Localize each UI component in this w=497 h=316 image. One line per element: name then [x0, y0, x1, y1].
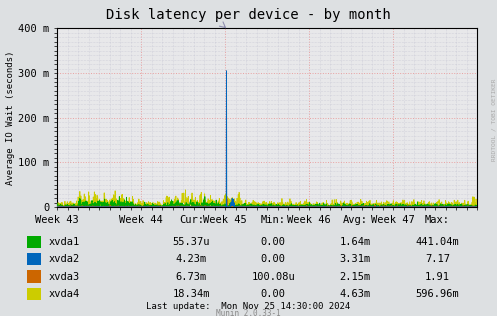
Y-axis label: Average IO Wait (seconds): Average IO Wait (seconds) — [6, 51, 15, 185]
Text: Avg:: Avg: — [343, 215, 368, 225]
Text: 0.00: 0.00 — [261, 254, 286, 264]
Text: Min:: Min: — [261, 215, 286, 225]
Text: xvda4: xvda4 — [49, 289, 80, 299]
Text: xvda3: xvda3 — [49, 271, 80, 282]
Text: 100.08u: 100.08u — [251, 271, 295, 282]
Text: 3.31m: 3.31m — [340, 254, 371, 264]
Text: xvda1: xvda1 — [49, 237, 80, 247]
Text: 6.73m: 6.73m — [176, 271, 207, 282]
Text: 2.15m: 2.15m — [340, 271, 371, 282]
Text: Max:: Max: — [425, 215, 450, 225]
Text: Cur:: Cur: — [179, 215, 204, 225]
Text: 55.37u: 55.37u — [172, 237, 210, 247]
Text: 596.96m: 596.96m — [415, 289, 459, 299]
Text: 1.64m: 1.64m — [340, 237, 371, 247]
Text: Munin 2.0.33-1: Munin 2.0.33-1 — [216, 309, 281, 316]
Text: RRDTOOL / TOBI OETIKER: RRDTOOL / TOBI OETIKER — [491, 79, 496, 161]
Text: 1.91: 1.91 — [425, 271, 450, 282]
Text: Disk latency per device - by month: Disk latency per device - by month — [106, 8, 391, 22]
Text: 4.23m: 4.23m — [176, 254, 207, 264]
Text: 7.17: 7.17 — [425, 254, 450, 264]
Text: 18.34m: 18.34m — [172, 289, 210, 299]
Text: Last update:  Mon Nov 25 14:30:00 2024: Last update: Mon Nov 25 14:30:00 2024 — [147, 302, 350, 311]
Text: 441.04m: 441.04m — [415, 237, 459, 247]
Text: 4.63m: 4.63m — [340, 289, 371, 299]
Text: xvda2: xvda2 — [49, 254, 80, 264]
Text: 0.00: 0.00 — [261, 289, 286, 299]
Text: 0.00: 0.00 — [261, 237, 286, 247]
